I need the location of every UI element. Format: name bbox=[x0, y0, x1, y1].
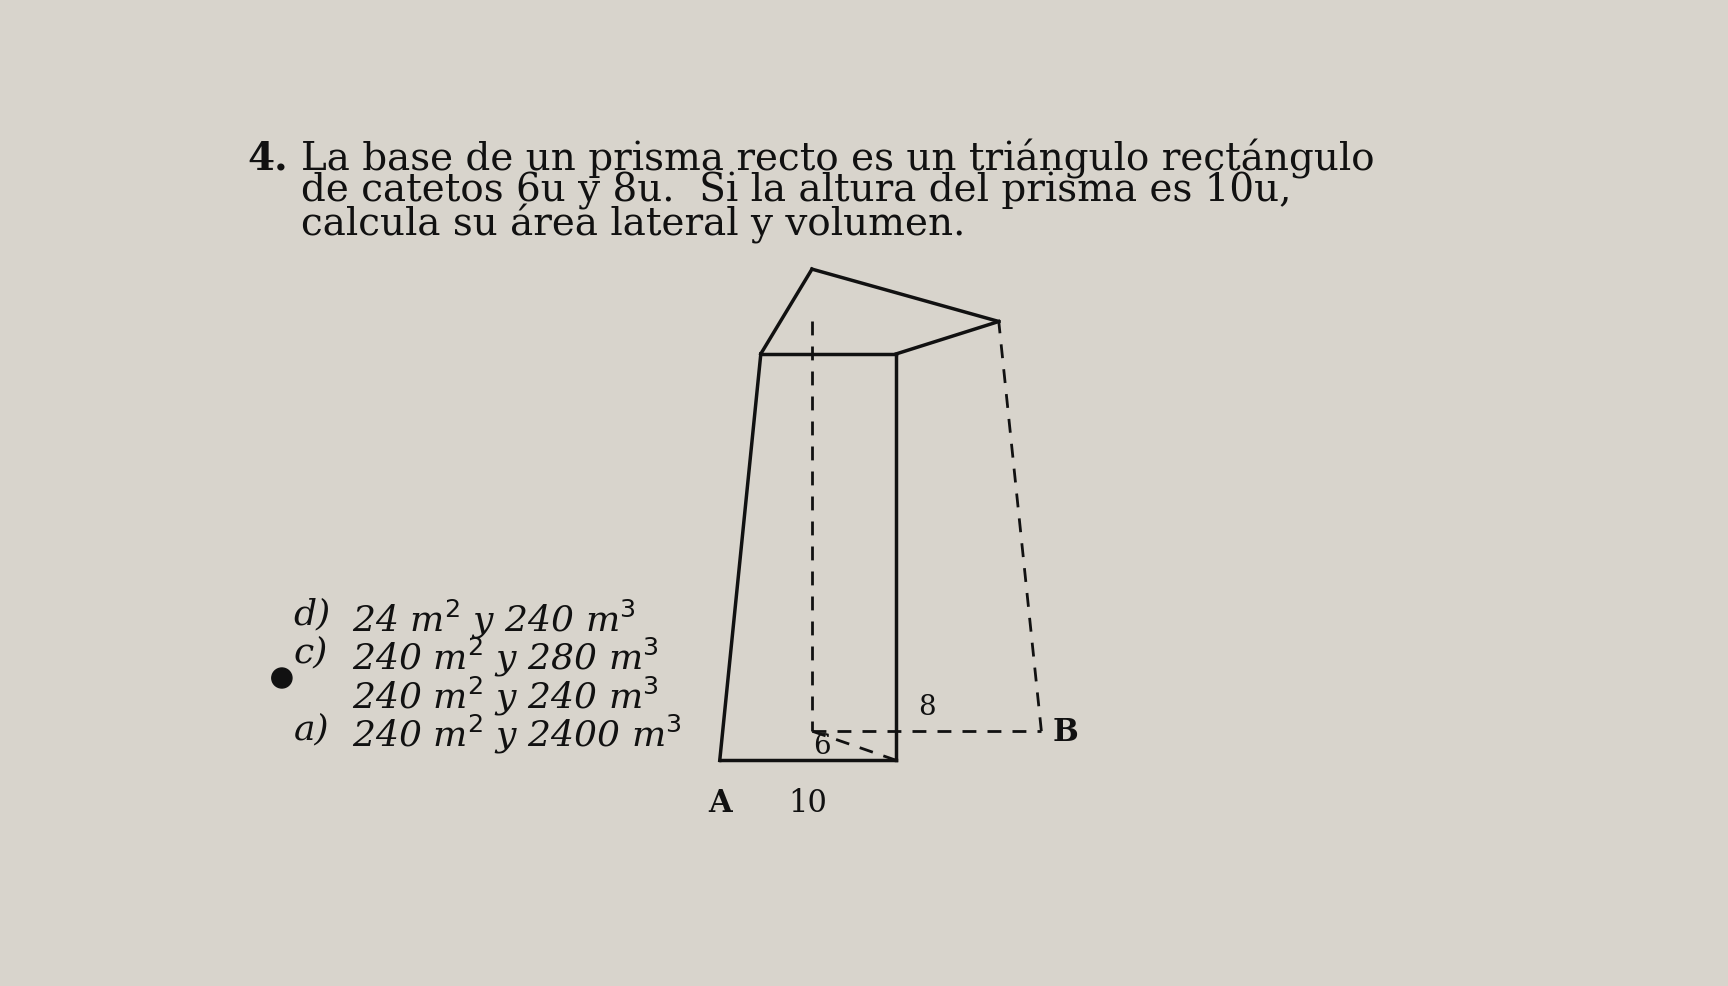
Text: 240 m$^{2}$ y 280 m$^{3}$: 240 m$^{2}$ y 280 m$^{3}$ bbox=[351, 635, 658, 678]
Text: 24 m$^{2}$ y 240 m$^{3}$: 24 m$^{2}$ y 240 m$^{3}$ bbox=[351, 597, 636, 640]
Circle shape bbox=[271, 669, 292, 688]
Text: calcula su área lateral y volumen.: calcula su área lateral y volumen. bbox=[301, 204, 966, 244]
Text: 4.: 4. bbox=[247, 139, 287, 177]
Text: de catetos 6u y 8u.  Si la altura del prisma es 10u,: de catetos 6u y 8u. Si la altura del pri… bbox=[301, 172, 1293, 209]
Text: a): a) bbox=[294, 712, 328, 746]
Text: d): d) bbox=[294, 597, 330, 631]
Text: 10: 10 bbox=[788, 788, 828, 818]
Text: A: A bbox=[708, 788, 731, 818]
Text: 240 m$^{2}$ y 2400 m$^{3}$: 240 m$^{2}$ y 2400 m$^{3}$ bbox=[351, 712, 681, 755]
Text: 240 m$^{2}$ y 240 m$^{3}$: 240 m$^{2}$ y 240 m$^{3}$ bbox=[351, 673, 658, 717]
Text: La base de un prisma recto es un triángulo rectángulo: La base de un prisma recto es un triángu… bbox=[301, 139, 1375, 179]
Text: 8: 8 bbox=[918, 693, 935, 720]
Text: 6: 6 bbox=[812, 733, 831, 759]
Text: B: B bbox=[1052, 716, 1078, 746]
Text: c): c) bbox=[294, 635, 328, 669]
